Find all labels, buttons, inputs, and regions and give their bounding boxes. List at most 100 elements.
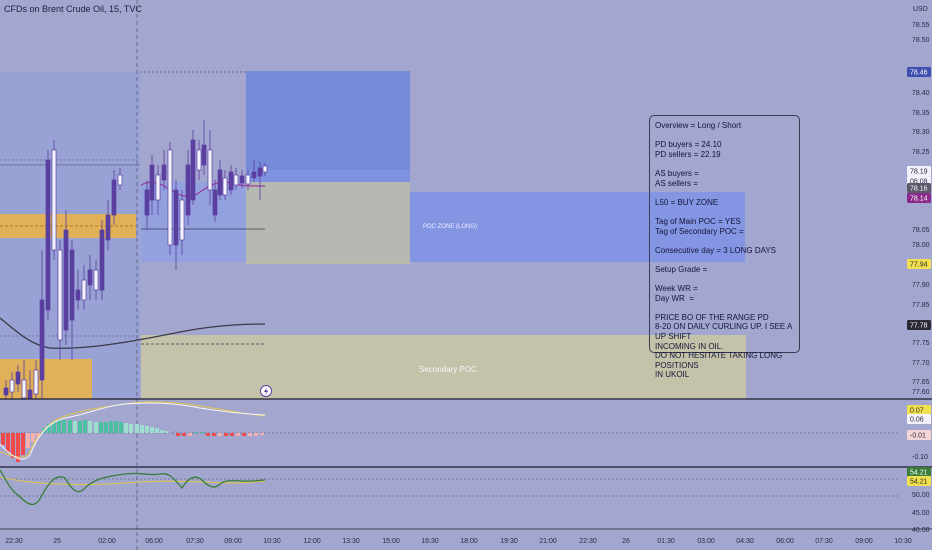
candle [21, 360, 27, 399]
macd-bar [254, 433, 258, 436]
macd-bar [114, 421, 118, 433]
macd-bar [68, 420, 72, 433]
macd-bar [218, 433, 222, 436]
price-tick-label: 78.40 [912, 90, 930, 97]
loss-zone-box [246, 182, 410, 264]
candle [167, 142, 173, 255]
macd-bar [11, 433, 15, 458]
candle [257, 162, 263, 200]
price-tick-label: 77.85 [912, 302, 930, 309]
price-tag-yellow: 77.94 [907, 259, 931, 269]
macd-bar [176, 433, 180, 436]
macd-axis-label: -0.10 [912, 454, 928, 461]
poc-zone-label: POC ZONE (LONG) [423, 224, 478, 230]
candlestick-series [3, 120, 268, 400]
candle [161, 150, 167, 190]
candle [233, 168, 239, 190]
macd-signal-line [0, 401, 266, 458]
target-zone-box [246, 71, 410, 180]
time-tick-label: 09:00 [855, 538, 873, 545]
time-tick-label: 07:30 [186, 538, 204, 545]
candle [262, 163, 268, 176]
macd-bar [230, 433, 234, 436]
svg-text:78.46: 78.46 [910, 70, 928, 77]
candle [212, 180, 218, 222]
time-tick-label: 15:00 [382, 538, 400, 545]
overview-note[interactable]: Overview = Long / Short PD buyers = 24.1… [649, 115, 800, 379]
time-tick-label: 03:00 [697, 538, 715, 545]
candle [222, 170, 228, 200]
price-tick-label: 78.00 [912, 242, 930, 249]
candle [87, 255, 93, 300]
svg-text:78.14: 78.14 [910, 196, 928, 203]
rsi-ma-tag: 54.21 [907, 476, 931, 486]
macd-bar [124, 423, 128, 433]
price-tick-label: 77.65 [912, 379, 930, 386]
macd-bar [155, 428, 159, 433]
macd-bar [200, 432, 204, 433]
price-tick-label: 77.60 [912, 389, 930, 396]
time-axis[interactable]: 22:30 25 02:00 06:00 07:30 09:00 10:30 12:00 13:… [5, 538, 912, 545]
macd-line [0, 402, 266, 460]
price-tick-label: 78.25 [912, 149, 930, 156]
macd-bar [145, 426, 149, 433]
macd-bar [260, 433, 264, 435]
target-zone-mid [246, 170, 410, 182]
macd-bar [21, 433, 25, 455]
lightning-icon[interactable] [260, 385, 272, 397]
macd-bar [119, 422, 123, 433]
macd-bar [26, 433, 30, 448]
candle [45, 150, 51, 320]
macd-bar [135, 424, 139, 433]
candle [9, 372, 15, 399]
candle [39, 250, 45, 399]
macd-bar [236, 433, 240, 436]
price-tag-high: 78.46 [907, 67, 931, 77]
macd-bar [242, 433, 246, 436]
price-tag-last: 78.19 [907, 166, 931, 176]
orange-zone-lower [0, 359, 92, 399]
svg-text:54.21: 54.21 [910, 470, 928, 477]
candle [69, 240, 75, 360]
macd-bar [52, 421, 56, 433]
macd-bar [62, 420, 66, 433]
rsi-tag: 54.21 [907, 467, 931, 477]
time-tick-label: 19:30 [500, 538, 518, 545]
macd-bar [36, 433, 40, 438]
rsi-line [0, 469, 266, 506]
rsi-ma-line [0, 476, 266, 486]
candle [251, 160, 257, 182]
macd-tag-line: 0.06 [907, 414, 931, 424]
price-tick-label: 78.50 [912, 37, 930, 44]
time-tick-label: 25 [53, 538, 61, 545]
time-tick-label: 21:00 [539, 538, 557, 545]
svg-text:0.07: 0.07 [910, 408, 924, 415]
candle [93, 260, 99, 300]
time-tick-label: 13:30 [342, 538, 360, 545]
candle [228, 165, 234, 195]
time-tick-label: 12:00 [303, 538, 321, 545]
time-tick-label: 22:30 [5, 538, 23, 545]
macd-tag-hist: -0.01 [907, 430, 931, 440]
macd-bar [150, 427, 154, 433]
macd-bar [109, 421, 113, 433]
macd-bar [224, 433, 228, 436]
candle [81, 265, 87, 310]
macd-bar [57, 420, 61, 433]
macd-bar [6, 433, 10, 452]
candle [201, 120, 207, 175]
candle [179, 190, 185, 255]
svg-text:-0.01: -0.01 [910, 433, 926, 440]
macd-bar [47, 424, 51, 433]
macd-bar [248, 433, 252, 436]
time-tick-label: 16:30 [421, 538, 439, 545]
svg-text:77.78: 77.78 [910, 323, 928, 330]
candle [144, 180, 150, 230]
time-tick-label: 10:30 [894, 538, 912, 545]
time-tick-label: 07:30 [815, 538, 833, 545]
time-tick-label: 06:00 [776, 538, 794, 545]
candle [185, 150, 191, 225]
macd-bar [182, 433, 186, 436]
